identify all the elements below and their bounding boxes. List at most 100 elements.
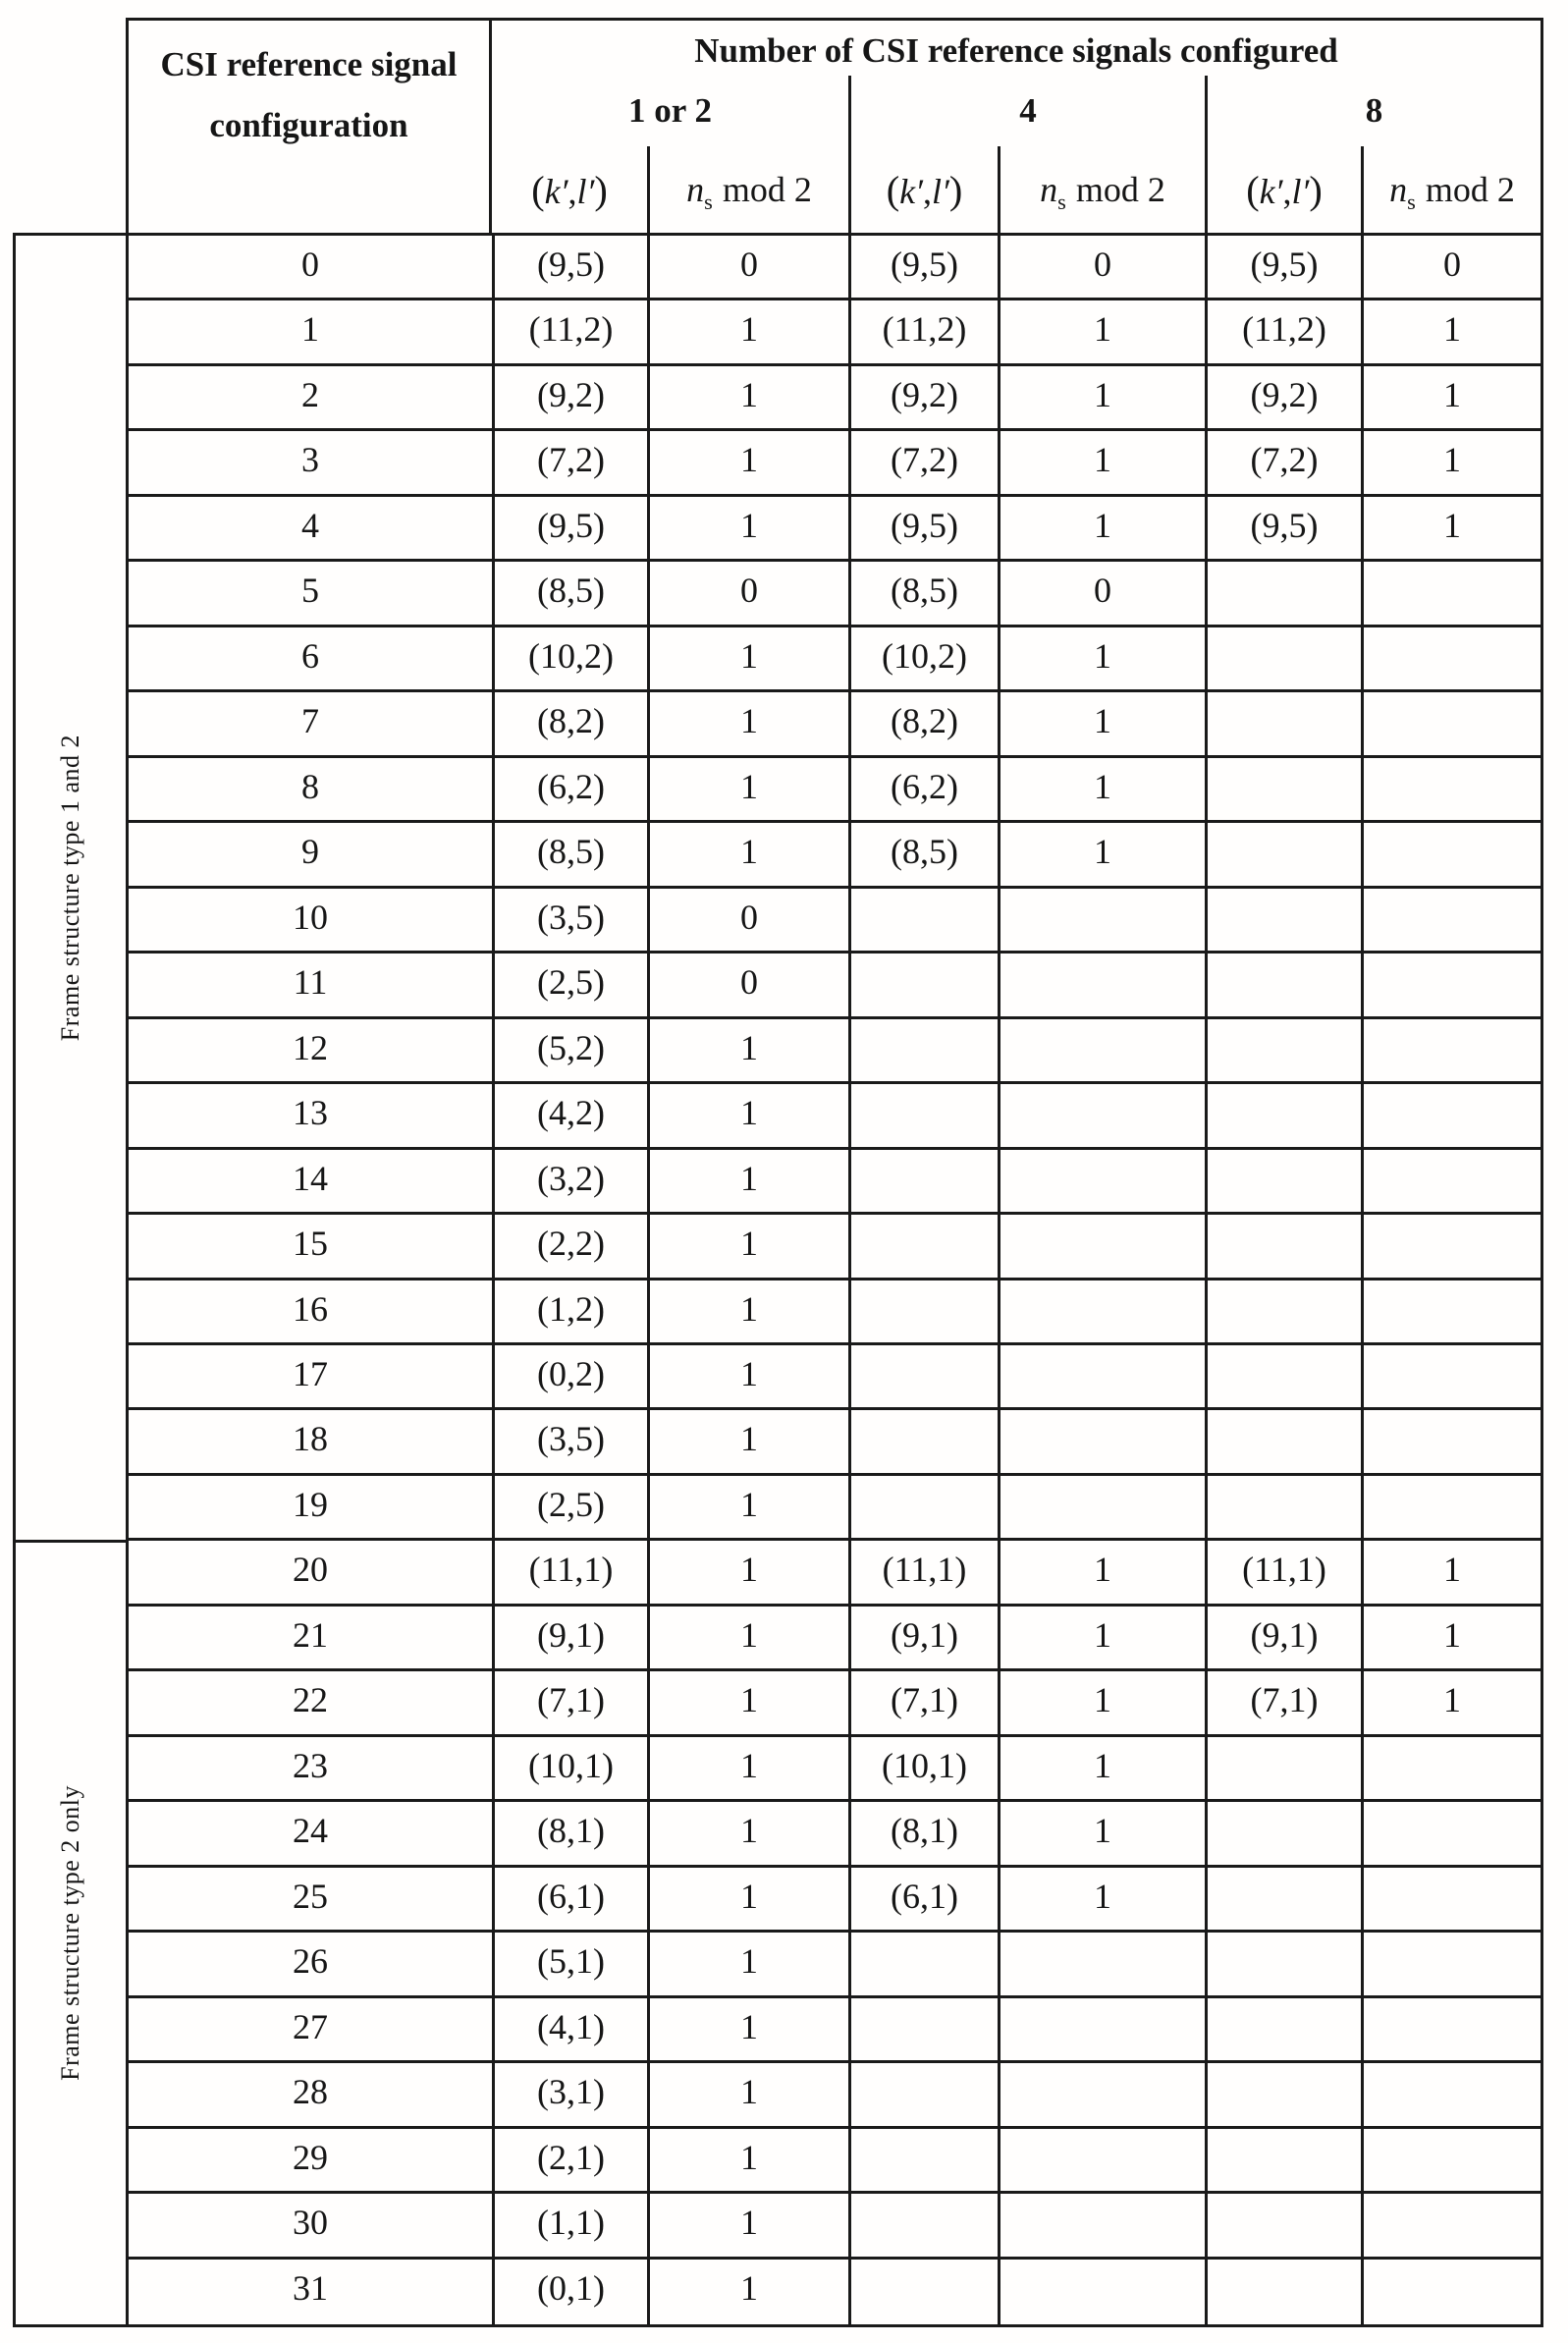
ns-mod2-cell: 1 — [998, 431, 1205, 494]
kl-math-label: (k′,l′) — [531, 167, 608, 212]
kl-cell: (5,1) — [492, 1933, 647, 1995]
table-row: 27 (4,1) 1 — [129, 1997, 1541, 2064]
header-group-1or2: 1 or 2 — [628, 91, 712, 130]
config-cell: 11 — [293, 962, 328, 1003]
kl-cell: (1,2) — [492, 1280, 647, 1342]
kl-cell: (2,5) — [492, 954, 647, 1016]
ns-mod2-cell — [998, 1018, 1205, 1082]
kl-cell: (9,2) — [492, 365, 647, 429]
ns-mod2-cell: 1 — [1361, 1606, 1541, 1669]
ns-mod2-cell: 0 — [1361, 236, 1541, 299]
ns-mod2-cell — [1361, 1802, 1541, 1865]
kl-cell — [1205, 1344, 1361, 1408]
ns-mod2-cell: 1 — [647, 1867, 848, 1931]
ns-mod2-cell — [1361, 1997, 1541, 2061]
kl-cell: (0,2) — [492, 1344, 647, 1408]
kl-cell — [848, 888, 998, 952]
ns-mod2-cell — [1361, 2259, 1541, 2324]
kl-cell — [1205, 1410, 1361, 1473]
ns-mod2-cell: 0 — [647, 562, 848, 625]
kl-cell: (8,5) — [848, 562, 998, 625]
config-cell: 22 — [293, 1680, 328, 1720]
ns-mod2-cell — [998, 2063, 1205, 2126]
kl-cell: (9,5) — [848, 496, 998, 560]
config-cell: 7 — [301, 701, 319, 741]
ns-mod2-cell: 1 — [1361, 365, 1541, 429]
ns-mod2-cell: 1 — [998, 692, 1205, 755]
table-row: 21 (9,1) 1 (9,1) 1 (9,1) 1 — [129, 1606, 1541, 1672]
table-row: 11 (2,5) 0 — [129, 954, 1541, 1019]
kl-cell: (3,5) — [492, 888, 647, 952]
kl-cell — [1205, 757, 1361, 821]
ns-mod2-cell — [998, 1149, 1205, 1213]
kl-cell: (10,1) — [848, 1736, 998, 1800]
kl-cell: (3,1) — [492, 2063, 647, 2126]
kl-cell: (6,2) — [492, 757, 647, 821]
kl-cell: (9,5) — [1205, 236, 1361, 299]
table-row: 17 (0,2) 1 — [129, 1344, 1541, 1411]
kl-cell — [1205, 954, 1361, 1016]
table-row: 10 (3,5) 0 — [129, 888, 1541, 954]
ns-mod2-cell: 0 — [998, 562, 1205, 625]
ns-mod2-cell — [1361, 1215, 1541, 1278]
ns-mod2-cell: 1 — [647, 1280, 848, 1342]
kl-cell: (9,5) — [492, 236, 647, 299]
kl-cell: (3,2) — [492, 1149, 647, 1213]
kl-cell — [1205, 1997, 1361, 2061]
kl-cell: (7,2) — [1205, 431, 1361, 494]
ns-mod2-cell: 1 — [998, 1671, 1205, 1734]
ns-mod2-cell: 1 — [998, 1606, 1205, 1669]
kl-math-label: (k′,l′) — [886, 167, 963, 212]
config-cell: 17 — [293, 1353, 328, 1393]
ns-mod2-cell: 1 — [998, 496, 1205, 560]
ns-mod2-cell — [1361, 954, 1541, 1016]
kl-math-label: (k′,l′) — [1246, 167, 1323, 212]
kl-cell: (4,2) — [492, 1084, 647, 1147]
header-csi-config-line1: CSI reference signal — [160, 45, 458, 83]
kl-cell: (11,1) — [492, 1541, 647, 1604]
ns-mod2-cell: 1 — [1361, 300, 1541, 363]
kl-cell: (11,2) — [1205, 300, 1361, 363]
ns-mod2-cell: 1 — [998, 1736, 1205, 1800]
config-cell: 24 — [293, 1811, 328, 1851]
ns-mod2-cell: 1 — [647, 1215, 848, 1278]
table-row: 15 (2,2) 1 — [129, 1215, 1541, 1280]
ns-mod2-cell — [998, 2194, 1205, 2257]
config-cell: 6 — [301, 635, 319, 676]
table-row: 8 (6,2) 1 (6,2) 1 — [129, 757, 1541, 824]
table-row: 29 (2,1) 1 — [129, 2128, 1541, 2195]
kl-cell — [1205, 1933, 1361, 1995]
config-cell: 27 — [293, 2006, 328, 2046]
kl-cell — [1205, 1018, 1361, 1082]
ns-mod2-cell: 1 — [998, 1541, 1205, 1604]
table-row: 9 (8,5) 1 (8,5) 1 — [129, 823, 1541, 889]
kl-cell: (4,1) — [492, 1997, 647, 2061]
kl-cell: (8,5) — [492, 823, 647, 886]
ns-mod2-cell — [1361, 1736, 1541, 1800]
kl-cell: (9,1) — [848, 1606, 998, 1669]
header-csi-config-line2: configuration — [209, 106, 408, 144]
kl-cell: (7,1) — [848, 1671, 998, 1734]
table-row: 12 (5,2) 1 — [129, 1018, 1541, 1085]
config-cell: 28 — [293, 2072, 328, 2112]
ns-mod2-cell: 1 — [1361, 1541, 1541, 1604]
kl-cell — [848, 1084, 998, 1147]
ns-mod2-cell — [998, 888, 1205, 952]
ns-mod2-cell — [998, 1997, 1205, 2061]
ns-mod2-cell: 1 — [647, 2063, 848, 2126]
kl-cell: (11,2) — [848, 300, 998, 363]
table-row: 6 (10,2) 1 (10,2) 1 — [129, 627, 1541, 693]
ns-mod2-cell: 1 — [1361, 431, 1541, 494]
config-cell: 21 — [293, 1614, 328, 1655]
config-cell: 23 — [293, 1745, 328, 1785]
table-row: 20 (11,1) 1 (11,1) 1 (11,1) 1 — [129, 1541, 1541, 1607]
ns-mod2-cell — [1361, 562, 1541, 625]
ns-mod2-cell: 1 — [647, 627, 848, 690]
ns-mod2-cell: 1 — [647, 496, 848, 560]
header-kl-1or2: (k′,l′) — [492, 146, 647, 233]
ns-mod2-cell: 1 — [647, 2194, 848, 2257]
kl-cell — [848, 2259, 998, 2324]
ns-mod2-cell: 1 — [647, 1018, 848, 1082]
kl-cell — [1205, 692, 1361, 755]
kl-cell: (2,2) — [492, 1215, 647, 1278]
